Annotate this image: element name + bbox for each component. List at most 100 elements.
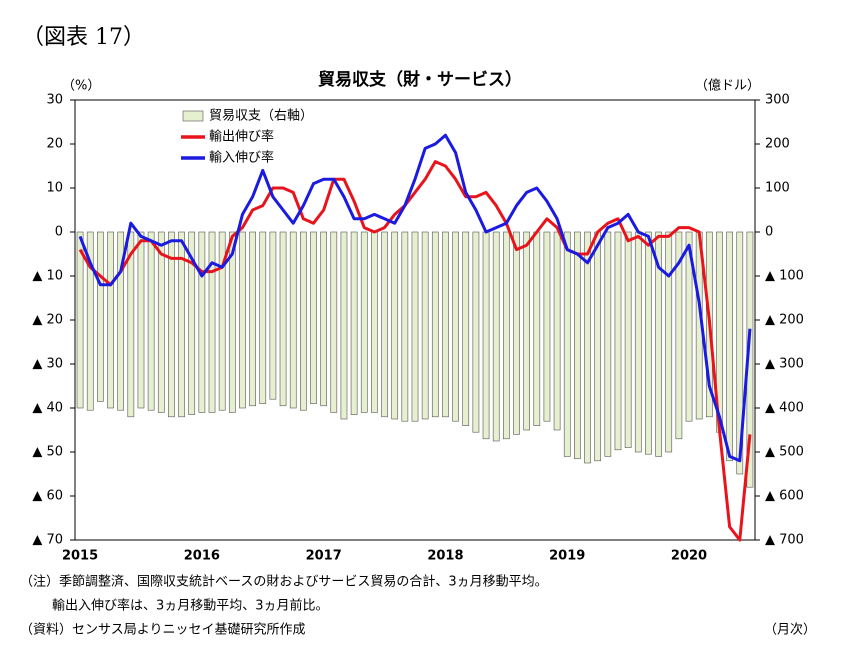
y-tick-label: ▲ 60 [32, 489, 63, 504]
y-tick-label: 20 [46, 137, 63, 152]
bar [188, 231, 196, 415]
bar [107, 231, 114, 409]
legend-label: 貿易収支（右軸） [209, 109, 313, 124]
y2-tick-label: ▲ 500 [765, 445, 804, 460]
bar [502, 231, 510, 440]
bar [655, 231, 662, 457]
bar [482, 231, 490, 440]
bar [543, 231, 551, 422]
bar [472, 231, 480, 433]
bar [228, 231, 236, 413]
x-tick-label: 2017 [306, 549, 342, 564]
x-tick-label: 2016 [184, 549, 220, 564]
bar [452, 231, 459, 422]
page-title: （図表 17） [22, 25, 145, 50]
bar [391, 231, 399, 420]
bar [330, 231, 338, 413]
y-tick-label: ▲ 70 [32, 533, 63, 548]
note: （注）季節調整済、国際収支統計ベースの財およびサービス貿易の合計、3ヵ月移動平均… [20, 574, 548, 590]
bar [533, 231, 541, 426]
bar [147, 231, 155, 411]
x-tick-label: 2018 [427, 549, 463, 564]
bar [76, 231, 84, 409]
frequency: （月次） [764, 622, 816, 638]
y-tick-label: ▲ 10 [32, 269, 63, 284]
bar [360, 231, 368, 413]
y-tick-label: ▲ 20 [32, 313, 63, 328]
legend-label: 輸出伸び率 [209, 129, 274, 145]
bar [127, 231, 135, 418]
bar [574, 231, 581, 459]
y2-tick-label: 300 [765, 93, 790, 108]
y-tick-label: 0 [55, 225, 63, 240]
bar [137, 231, 145, 409]
y2-tick-label: ▲ 100 [765, 269, 804, 284]
bar [279, 231, 287, 407]
bar [259, 231, 267, 404]
bar [249, 231, 256, 407]
bar [442, 231, 449, 418]
x-tick-label: 2020 [671, 549, 707, 564]
bar [421, 231, 429, 420]
legend-swatch [182, 110, 204, 122]
y2-tick-label: ▲ 200 [765, 313, 804, 328]
bar [86, 231, 94, 411]
bar [634, 231, 642, 453]
bar [198, 231, 206, 413]
y2-tick-label: ▲ 600 [765, 489, 804, 504]
bar [726, 231, 733, 462]
bar [563, 231, 571, 457]
bar [310, 231, 317, 404]
y2-tick-label: 0 [765, 225, 773, 240]
bar [381, 231, 388, 418]
bar [168, 231, 175, 418]
bar [411, 231, 419, 422]
bar [614, 231, 622, 451]
bar [320, 231, 328, 407]
bar [584, 231, 591, 464]
bar [218, 231, 226, 411]
bar [208, 231, 216, 413]
bar [624, 231, 632, 448]
note: （資料）センサス局よりニッセイ基礎研究所作成 [20, 623, 305, 638]
bar [645, 231, 652, 455]
bar [97, 231, 104, 402]
y-tick-label: 10 [46, 181, 63, 196]
y-tick-label: ▲ 50 [32, 445, 63, 460]
bar [117, 231, 125, 411]
bar [553, 231, 561, 431]
y2-tick-label: ▲ 300 [765, 357, 804, 372]
bar [350, 231, 358, 415]
bar [665, 231, 673, 453]
bar [462, 231, 470, 426]
bar [492, 231, 500, 442]
line-series [78, 160, 752, 542]
x-tick-label: 2019 [549, 549, 585, 564]
bar [239, 231, 246, 409]
bar [675, 231, 683, 440]
bar [300, 231, 307, 411]
y-tick-label: ▲ 40 [32, 401, 63, 416]
chart-title: 貿易収支（財・サービス） [318, 69, 522, 90]
bar [178, 231, 185, 418]
bar [736, 231, 744, 475]
bar [340, 231, 348, 420]
bar [401, 231, 409, 422]
y2-tick-label: ▲ 400 [765, 401, 804, 416]
bar [513, 231, 520, 435]
bar [523, 231, 530, 431]
bar [604, 231, 612, 457]
y2-tick-label: 100 [765, 181, 790, 196]
bar [685, 231, 693, 422]
y2-tick-label: 200 [765, 137, 790, 152]
y2-unit: （億ドル） [695, 78, 760, 94]
bar [371, 231, 378, 413]
bar [289, 231, 297, 409]
y-unit: （%） [62, 79, 100, 94]
x-tick-label: 2015 [62, 549, 98, 564]
bar [157, 231, 165, 413]
y-tick-label: ▲ 30 [32, 357, 63, 372]
note: 輸出入伸び率は、3ヵ月移動平均、3ヵ月前比。 [52, 598, 329, 614]
